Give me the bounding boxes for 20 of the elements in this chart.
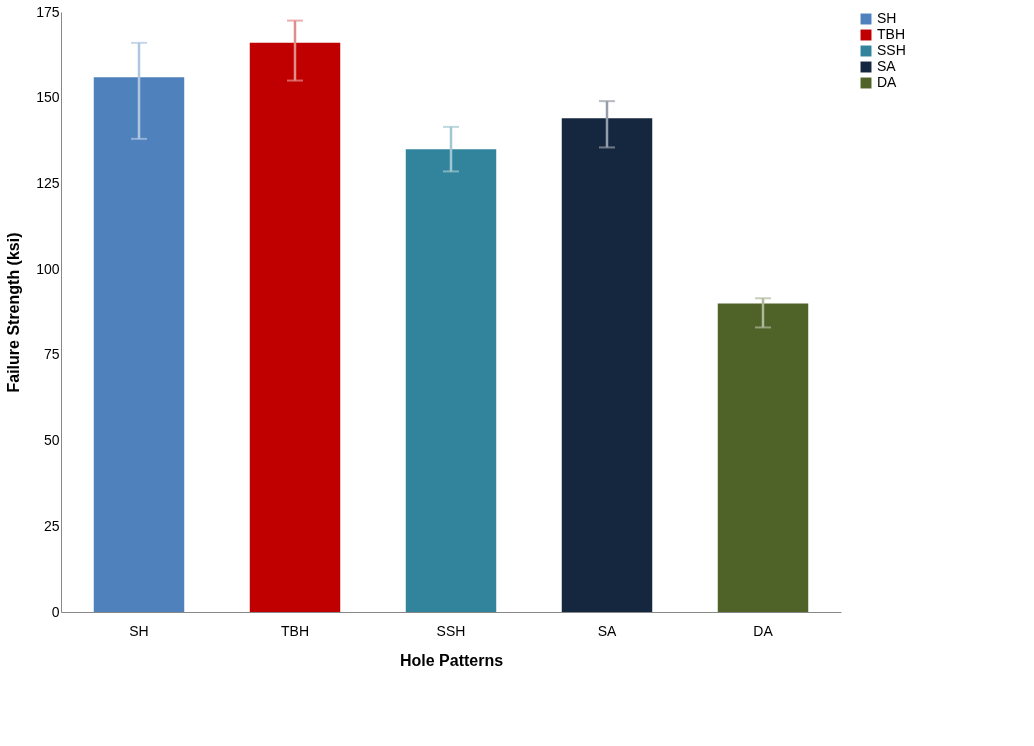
y-tick-label: 175 xyxy=(36,3,60,20)
legend-label: SH xyxy=(877,10,897,26)
y-tick-label: 125 xyxy=(36,174,60,191)
legend-label: TBH xyxy=(877,26,905,42)
x-tick-label: SA xyxy=(597,622,617,639)
legend-label: SA xyxy=(877,58,897,74)
y-tick-label: 50 xyxy=(43,432,60,449)
x-tick-label: SH xyxy=(129,622,149,639)
y-tick-label: 0 xyxy=(51,603,60,620)
y-tick-label: 150 xyxy=(36,89,60,106)
y-tick-label: 100 xyxy=(36,260,60,277)
legend-label: SSH xyxy=(877,42,906,58)
y-axis-title: Failure Strength (ksi) xyxy=(5,232,23,393)
x-tick-label: SSH xyxy=(436,622,466,639)
x-axis-title: Hole Patterns xyxy=(399,651,504,669)
y-tick-label: 25 xyxy=(43,517,60,534)
legend-label: DA xyxy=(877,74,898,90)
y-tick-label: 75 xyxy=(43,346,60,363)
x-tick-label: TBH xyxy=(281,622,309,639)
x-tick-label: DA xyxy=(753,622,774,639)
